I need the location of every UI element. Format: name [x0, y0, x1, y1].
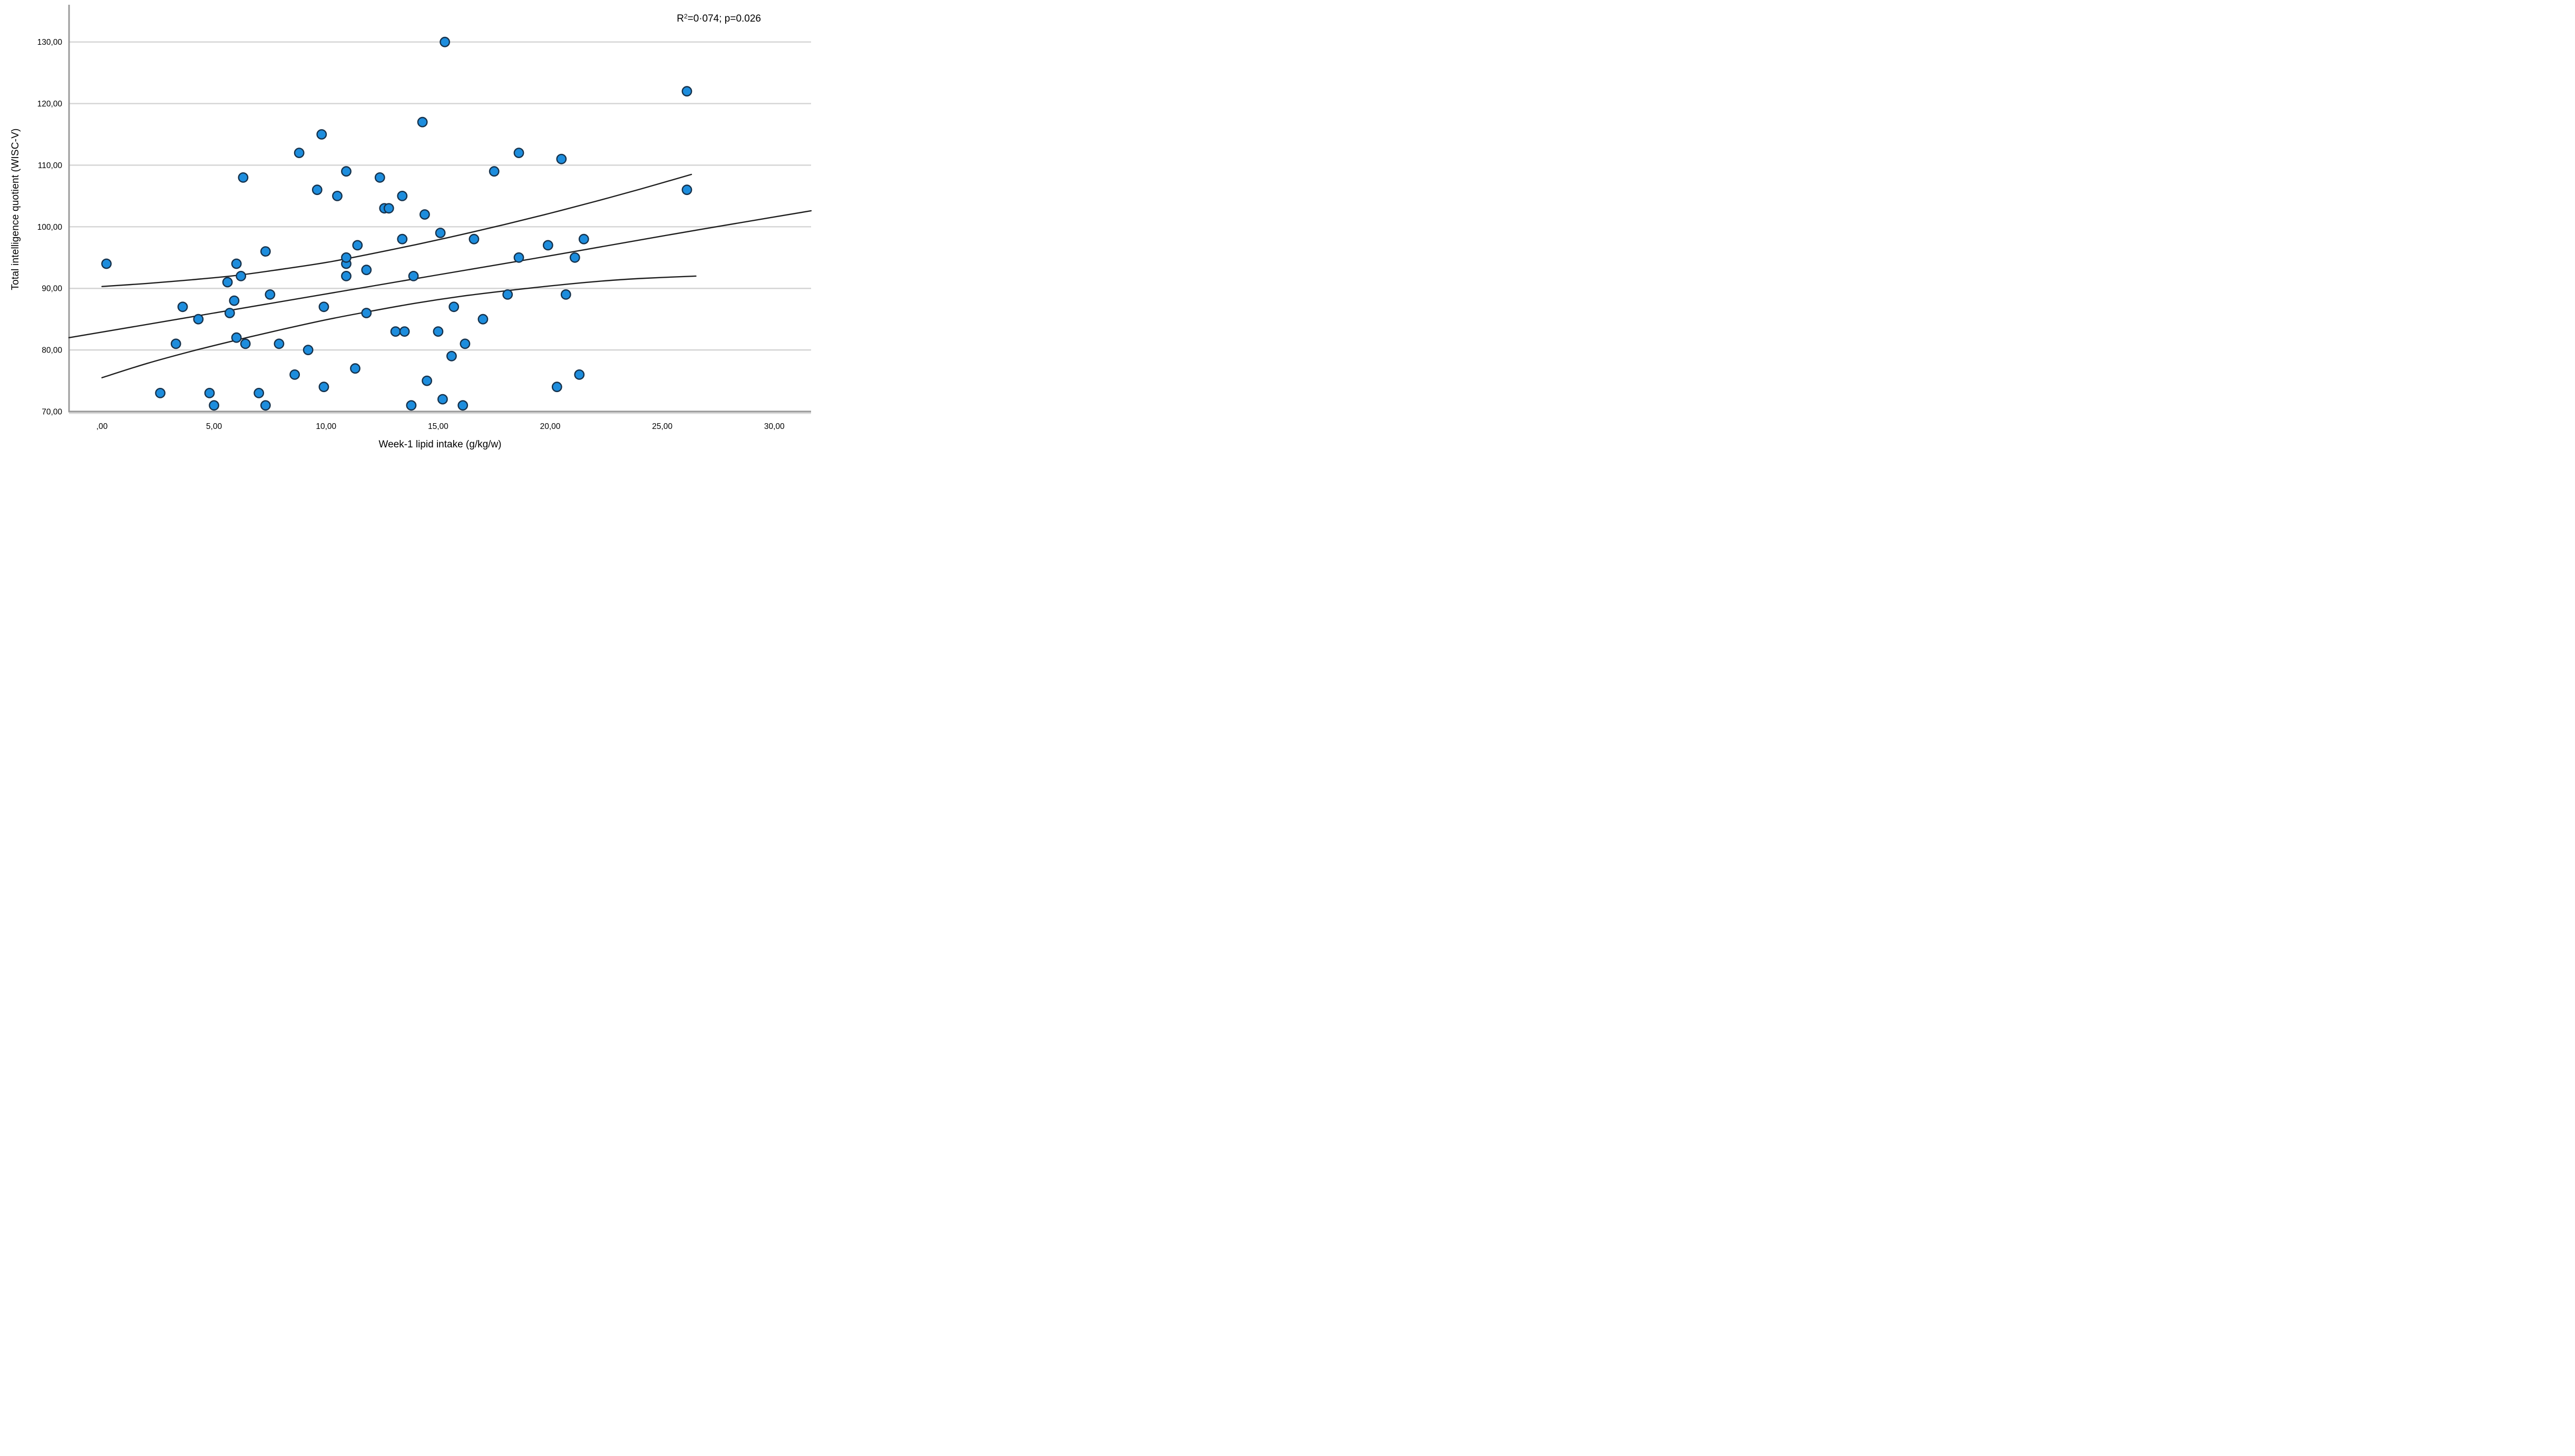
- annotation-base: R: [677, 13, 684, 24]
- data-point: [469, 233, 480, 245]
- x-tick-label-20: 20,00: [540, 422, 561, 431]
- data-point: [303, 345, 314, 355]
- y-tick-label-70: 70,00: [42, 408, 62, 417]
- data-point: [361, 265, 372, 276]
- data-point: [502, 289, 513, 300]
- data-point: [318, 301, 329, 312]
- data-point: [437, 394, 448, 405]
- x-tick-label-10: 10,00: [316, 422, 336, 431]
- confidence-band-lower: [101, 275, 697, 378]
- data-point: [513, 148, 524, 158]
- y-tick-label-120: 120,00: [37, 100, 63, 109]
- data-point: [316, 129, 327, 140]
- data-point: [374, 172, 385, 183]
- data-point: [265, 289, 276, 300]
- y-tick-label-110: 110,00: [38, 161, 63, 170]
- data-point: [422, 375, 432, 386]
- y-tick-label-80: 80,00: [42, 346, 62, 355]
- data-point: [457, 400, 469, 411]
- data-point: [681, 86, 692, 97]
- data-point: [231, 332, 242, 343]
- x-tick-label-25: 25,00: [652, 422, 672, 431]
- data-point: [341, 166, 352, 177]
- data-point: [578, 233, 589, 245]
- data-point: [238, 172, 249, 183]
- data-point: [420, 209, 430, 220]
- data-point: [222, 277, 233, 288]
- data-point: [352, 240, 363, 251]
- data-point: [397, 190, 408, 201]
- data-point: [341, 271, 352, 281]
- data-point: [417, 116, 428, 128]
- data-point: [177, 301, 188, 312]
- data-point: [193, 314, 204, 325]
- data-point: [560, 289, 571, 300]
- data-point: [440, 36, 450, 47]
- data-point: [204, 388, 215, 398]
- data-point: [236, 271, 247, 281]
- y-tick-label-130: 130,00: [37, 38, 63, 47]
- annotation-stats: =0·074; p=0.026: [687, 13, 761, 24]
- data-point: [260, 246, 271, 257]
- data-point: [477, 314, 489, 325]
- data-point: [446, 350, 457, 361]
- x-tick-label-15: 15,00: [428, 422, 448, 431]
- annotation-superscript: 2: [684, 13, 688, 20]
- data-point: [489, 166, 500, 177]
- data-point: [551, 382, 562, 393]
- data-point: [170, 338, 181, 349]
- y-axis-title: Total intelligence quotient (WISC-V): [10, 128, 21, 290]
- x-tick-label-0: ,00: [96, 422, 108, 431]
- data-point: [542, 240, 553, 251]
- data-point: [397, 233, 408, 245]
- data-point: [399, 326, 410, 337]
- data-point: [448, 301, 460, 312]
- data-point: [229, 295, 240, 306]
- scatter-plot-figure: 70,00 80,00 90,00 100,00 110,00 120,00 130,00,…: [0, 0, 812, 459]
- data-point: [318, 382, 329, 393]
- x-axis-title: Week-1 lipid intake (g/kg/w): [378, 439, 502, 450]
- x-tick-label-5: 5,00: [206, 422, 222, 431]
- data-point: [274, 338, 285, 349]
- x-tick-label-30: 30,00: [764, 422, 785, 431]
- data-point: [435, 228, 446, 238]
- data-point: [155, 388, 165, 398]
- r-squared-annotation: R2=0·074; p=0.026: [677, 13, 761, 25]
- data-point: [556, 153, 567, 164]
- data-point: [406, 400, 417, 411]
- data-point: [224, 308, 235, 318]
- data-point: [460, 338, 471, 349]
- regression-fit-line: [68, 210, 812, 338]
- data-point: [350, 363, 360, 374]
- data-point: [383, 203, 394, 214]
- data-point: [260, 400, 271, 411]
- confidence-band-upper: [101, 173, 692, 287]
- plot-area: 70,00 80,00 90,00 100,00 110,00 120,00 130,00,…: [37, 5, 812, 431]
- y-tick-label-100: 100,00: [37, 223, 63, 232]
- data-point: [361, 308, 372, 318]
- data-point: [311, 184, 323, 196]
- data-point: [574, 369, 585, 380]
- data-point: [433, 326, 444, 337]
- data-point: [289, 369, 300, 380]
- data-point: [569, 252, 580, 263]
- data-point: [101, 258, 112, 269]
- y-tick-label-90: 90,00: [42, 285, 62, 294]
- data-point: [341, 252, 352, 263]
- data-point: [681, 184, 692, 196]
- data-point: [332, 190, 343, 201]
- data-point: [294, 148, 305, 158]
- data-point: [240, 338, 251, 349]
- data-point: [209, 400, 219, 411]
- data-point: [513, 252, 524, 263]
- data-point: [390, 326, 401, 337]
- data-point: [231, 258, 242, 269]
- data-point: [253, 388, 265, 398]
- data-point: [408, 271, 419, 281]
